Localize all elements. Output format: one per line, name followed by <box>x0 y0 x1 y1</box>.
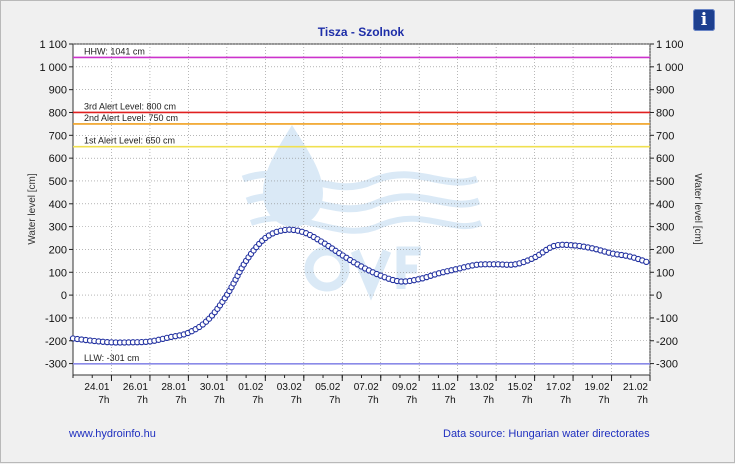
y-tick-label-left: -300 <box>45 359 67 371</box>
y-tick-label-left: 100 <box>49 267 67 279</box>
y-tick-label-left: 200 <box>49 244 67 256</box>
y-tick-label-left: 500 <box>49 176 67 188</box>
x-tick-date: 26.01 <box>123 382 148 393</box>
x-tick-date: 24.01 <box>84 382 109 393</box>
y-tick-label-right: 600 <box>656 153 674 165</box>
x-tick-date: 05.02 <box>315 382 340 393</box>
x-tick-time: 7h <box>291 395 302 406</box>
y-tick-label-right: -100 <box>656 313 678 325</box>
x-tick-time: 7h <box>598 395 609 406</box>
x-tick-time: 7h <box>521 395 532 406</box>
y-tick-label-left: -100 <box>45 313 67 325</box>
x-tick-date: 03.02 <box>277 382 302 393</box>
x-tick-time: 7h <box>329 395 340 406</box>
y-tick-label-right: 1 000 <box>656 62 684 74</box>
y-tick-label-right: 300 <box>656 222 674 234</box>
y-tick-label-right: 900 <box>656 85 674 97</box>
x-tick-date: 09.02 <box>392 382 417 393</box>
site-link[interactable]: www.hydroinfo.hu <box>69 428 156 440</box>
x-tick-time: 7h <box>445 395 456 406</box>
chart-title: Tisza - Szolnok <box>318 25 405 39</box>
info-icon-glyph: i <box>700 10 708 30</box>
x-tick-date: 30.01 <box>200 382 225 393</box>
x-tick-time: 7h <box>137 395 148 406</box>
reference-line-label: HHW: 1041 cm <box>84 46 145 56</box>
x-tick-time: 7h <box>98 395 109 406</box>
x-tick-date: 19.02 <box>585 382 610 393</box>
y-tick-label-left: 700 <box>49 130 67 142</box>
y-tick-label-left: 600 <box>49 153 67 165</box>
x-tick-date: 07.02 <box>354 382 379 393</box>
x-tick-time: 7h <box>406 395 417 406</box>
x-tick-date: 11.02 <box>431 382 456 393</box>
x-tick-date: 28.01 <box>161 382 186 393</box>
y-tick-label-right: -300 <box>656 359 678 371</box>
y-tick-label-right: 100 <box>656 267 674 279</box>
y-axis-title-right: Water level [cm] <box>692 173 703 245</box>
y-tick-label-left: 400 <box>49 199 67 211</box>
reference-lines: HHW: 1041 cm 3rd Alert Level: 800 cm 2nd A… <box>73 46 650 365</box>
water-level-series <box>69 226 651 346</box>
x-tick-time: 7h <box>483 395 494 406</box>
y-tick-label-right: 200 <box>656 244 674 256</box>
x-tick-time: 7h <box>214 395 225 406</box>
y-tick-label-left: 300 <box>49 222 67 234</box>
y-tick-label-right: 500 <box>656 176 674 188</box>
x-tick-time: 7h <box>252 395 263 406</box>
data-source-text: Data source: Hungarian water directorate… <box>443 428 650 440</box>
y-tick-label-left: 900 <box>49 85 67 97</box>
info-icon[interactable]: i <box>693 9 715 31</box>
y-axis-title-left: Water level [cm] <box>27 173 38 245</box>
reference-line-label: 2nd Alert Level: 750 cm <box>84 113 178 123</box>
x-tick-date: 15.02 <box>508 382 533 393</box>
x-tick-time: 7h <box>637 395 648 406</box>
x-tick-date: 21.02 <box>623 382 648 393</box>
x-tick-time: 7h <box>560 395 571 406</box>
y-tick-label-left: 0 <box>61 290 67 302</box>
x-tick-date: 13.02 <box>469 382 494 393</box>
x-tick-date: 17.02 <box>546 382 571 393</box>
y-tick-label-right: 700 <box>656 130 674 142</box>
gridlines <box>73 43 651 375</box>
x-tick-time: 7h <box>368 395 379 406</box>
reference-line-label: 1st Alert Level: 650 cm <box>84 136 175 146</box>
x-axis: 24.01 7h 26.01 7h 28.01 7h 30.01 7h 01.02 7h 03.02… <box>72 375 651 406</box>
y-tick-label-right: 800 <box>656 107 674 119</box>
data-point-marker <box>643 258 650 265</box>
reference-line-label: LLW: -301 cm <box>84 353 139 363</box>
y-tick-label-right: -200 <box>656 336 678 348</box>
reference-line-label: 3rd Alert Level: 800 cm <box>84 101 176 111</box>
y-tick-label-left: -200 <box>45 336 67 348</box>
y-tick-label-right: 1 100 <box>656 39 684 51</box>
x-tick-time: 7h <box>175 395 186 406</box>
y-tick-label-left: 1 000 <box>39 62 67 74</box>
y-tick-label-right: 400 <box>656 199 674 211</box>
y-tick-label-right: 0 <box>656 290 662 302</box>
x-tick-date: 01.02 <box>238 382 263 393</box>
y-tick-label-left: 800 <box>49 107 67 119</box>
y-tick-label-left: 1 100 <box>39 39 67 51</box>
